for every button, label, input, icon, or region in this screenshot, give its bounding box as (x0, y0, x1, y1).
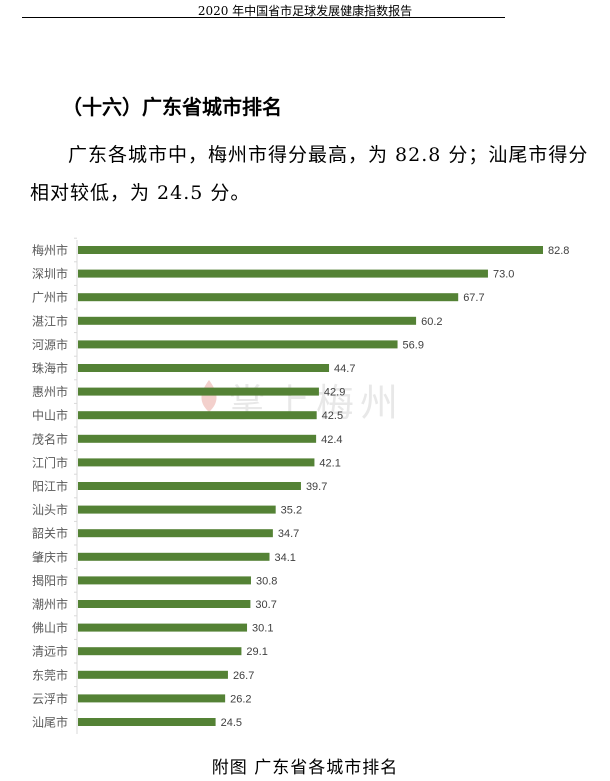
value-label: 34.1 (275, 552, 296, 564)
value-label: 42.9 (324, 387, 345, 399)
bar (78, 411, 317, 420)
section-title: （十六）广东省城市排名 (62, 95, 282, 119)
category-label: 茂名市 (32, 431, 68, 446)
value-label: 73.0 (493, 269, 514, 281)
category-label: 珠海市 (32, 361, 68, 376)
value-label: 30.1 (252, 623, 273, 635)
bar (78, 670, 228, 679)
value-label: 56.9 (403, 339, 424, 351)
bar (78, 529, 273, 538)
value-label: 39.7 (306, 481, 327, 493)
value-label: 42.5 (322, 410, 343, 422)
value-label: 67.7 (463, 292, 484, 304)
page-header: 2020 年中国省市足球发展健康指数报告 (197, 4, 413, 18)
bar (78, 316, 417, 325)
bar (78, 623, 248, 632)
category-label: 云浮市 (32, 691, 68, 706)
value-label: 44.7 (334, 363, 355, 375)
category-label: 梅州市 (32, 243, 68, 258)
value-label: 26.7 (233, 670, 254, 682)
category-label: 潮州市 (32, 597, 68, 612)
category-label: 佛山市 (32, 620, 68, 635)
bar (78, 293, 459, 302)
category-label: 江门市 (32, 455, 68, 470)
bar (78, 505, 276, 514)
value-label: 29.1 (246, 646, 267, 658)
bar (78, 552, 270, 561)
bar (78, 694, 226, 703)
value-label: 42.1 (319, 457, 340, 469)
bar (78, 387, 319, 396)
category-label: 东莞市 (32, 667, 68, 682)
bar (78, 647, 242, 656)
value-label: 60.2 (421, 316, 442, 328)
value-label: 24.5 (221, 717, 242, 729)
category-label: 揭阳市 (32, 573, 68, 588)
figure-caption: 附图 广东省各城市排名 (211, 758, 399, 778)
bar (78, 269, 488, 278)
bar (78, 364, 330, 372)
value-label: 35.2 (281, 505, 302, 517)
value-label: 30.8 (256, 575, 277, 587)
category-label: 广州市 (32, 290, 68, 305)
value-label: 26.2 (230, 693, 251, 705)
bar-chart: 梅州市 82.8 深圳市 73.0 广州市 67.7 湛江市 60.2 河源市 56.9 珠海市 44… (32, 237, 569, 734)
bar (78, 340, 398, 349)
category-label: 深圳市 (32, 266, 68, 281)
body-paragraph: 广东各城市中，梅州市得分最高，为 82.8 分；汕尾市得分相对较低，为 24.5… (30, 144, 589, 204)
value-label: 30.7 (255, 599, 276, 611)
category-label: 阳江市 (32, 479, 68, 494)
bar (78, 600, 251, 608)
value-label: 34.7 (278, 528, 299, 540)
category-label: 肇庆市 (32, 549, 68, 564)
bar (78, 718, 216, 726)
category-label: 河源市 (32, 337, 68, 352)
category-label: 惠州市 (32, 384, 68, 399)
category-label: 清远市 (32, 644, 68, 659)
bar (78, 458, 315, 467)
category-label: 韶关市 (32, 526, 68, 541)
category-label: 汕尾市 (32, 715, 68, 730)
category-label: 汕头市 (32, 502, 68, 517)
header-divider (22, 17, 505, 18)
bar (78, 434, 317, 443)
category-label: 湛江市 (32, 313, 68, 328)
bar (78, 576, 251, 585)
value-label: 82.8 (548, 245, 569, 257)
bar (78, 246, 543, 254)
bar (78, 482, 301, 490)
category-label: 中山市 (32, 408, 68, 423)
value-label: 42.4 (321, 434, 342, 446)
